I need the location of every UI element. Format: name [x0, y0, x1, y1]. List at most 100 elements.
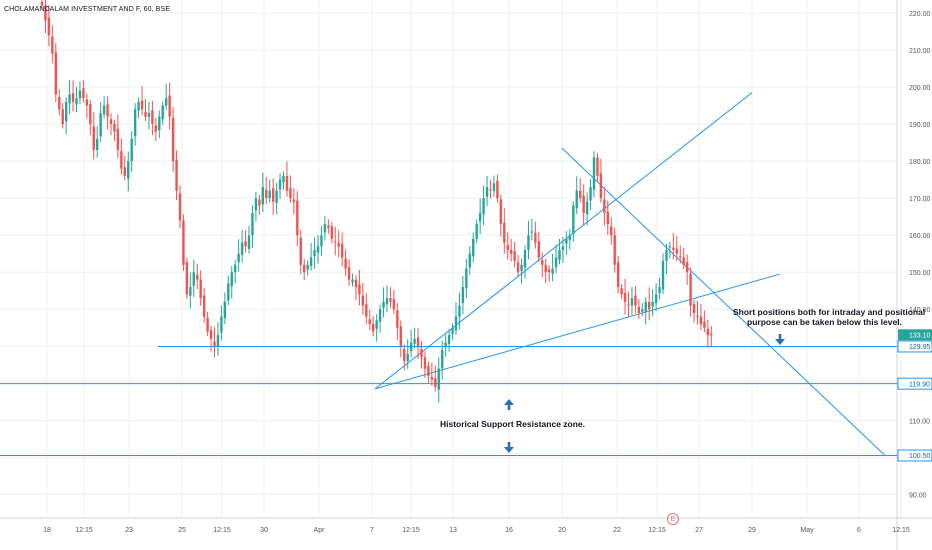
candle-body [140, 100, 144, 110]
candle-body [582, 195, 585, 213]
candle-body [575, 190, 578, 209]
candle-body [223, 301, 227, 318]
candle-body [85, 99, 89, 106]
time-axis[interactable]: 18 12:15 23 25 12:15 30 Apr 7 12:15 13 16 20 22 12:15… [43, 527, 910, 534]
x-tick-label: 6 [857, 527, 861, 534]
arrow-shaft [507, 442, 511, 448]
candle-body [206, 317, 209, 332]
x-tick-label: 25 [178, 527, 186, 534]
x-tick-label: 23 [125, 527, 133, 534]
candle-body [627, 304, 630, 306]
candle-body [623, 293, 627, 302]
candle-body [282, 175, 285, 183]
candle-body [216, 335, 220, 347]
candle-body [213, 341, 216, 347]
candle-body [154, 125, 158, 132]
y-tick-label: 90.00 [909, 492, 927, 499]
candle-body [396, 310, 399, 328]
candle-body [541, 259, 544, 265]
grid-lines [0, 0, 902, 518]
candle-body [337, 242, 340, 247]
y-tick-label: 150.00 [909, 270, 931, 277]
candle-body [679, 256, 682, 258]
arrow-shaft [778, 334, 782, 340]
x-tick-label: 20 [558, 527, 566, 534]
candle-body [347, 267, 351, 280]
candle-body [382, 301, 385, 308]
candle-body [444, 342, 447, 348]
candle-body [434, 378, 437, 388]
candle-body [572, 205, 575, 234]
price-level-labels: 129.95 119.90 100.50 133.10 [897, 329, 932, 462]
candle-body [71, 93, 75, 102]
candle-body [161, 105, 164, 120]
candle-body [316, 246, 320, 253]
candle-body [706, 329, 710, 336]
candle-body [565, 238, 568, 244]
arrow-head [504, 447, 514, 453]
candle-body [261, 187, 264, 205]
candle-body [127, 161, 130, 179]
candle-body [96, 138, 99, 151]
price-axis[interactable]: 90.00100.00110.00120.00130.00140.00150.0… [909, 11, 931, 499]
candle-body [144, 111, 147, 117]
price-label-text: 133.10 [909, 332, 931, 339]
x-tick-label: 12:15 [648, 527, 666, 534]
x-tick-label: 16 [505, 527, 513, 534]
arrow-shaft [507, 404, 511, 410]
candle-body [599, 173, 603, 199]
candle-body [603, 199, 606, 213]
candle-body [503, 222, 506, 243]
candle-body [620, 288, 623, 295]
candlesticks [40, 0, 713, 403]
candle-body [168, 95, 171, 117]
price-label-text: 100.50 [909, 453, 931, 460]
candle-body [413, 338, 416, 344]
candle-body [516, 262, 520, 273]
price-label-bg [897, 340, 932, 353]
chart-title: CHOLAMANDALAM INVESTMENT AND F, 60, BSE [4, 6, 170, 13]
x-tick-label: 27 [695, 527, 703, 534]
candle-body [489, 189, 492, 191]
candle-body [196, 274, 199, 280]
candle-body [658, 287, 661, 294]
candle-body [485, 187, 489, 197]
candle-body [54, 52, 57, 95]
candle-body [354, 279, 358, 288]
price-label-bg [897, 449, 932, 462]
candle-body [403, 348, 406, 362]
candle-body [375, 320, 378, 329]
candle-body [58, 97, 61, 110]
earnings-badge-icon[interactable]: E [667, 513, 679, 525]
annotation-arrows [504, 334, 785, 453]
candle-body [220, 316, 223, 333]
candle-body [113, 124, 116, 132]
candle-body [202, 295, 206, 317]
candle-body [365, 304, 368, 317]
candle-body [451, 327, 454, 334]
candle-body [385, 298, 389, 305]
candle-body [430, 377, 434, 380]
candle-body [506, 245, 509, 250]
candle-body [361, 295, 365, 306]
candle-body [478, 212, 482, 222]
candle-body [465, 268, 468, 289]
arrow-up-icon [504, 399, 514, 410]
trend-line [561, 147, 886, 456]
candle-body [358, 284, 361, 295]
candle-body [579, 190, 582, 199]
candle-body [544, 264, 547, 273]
candle-body [92, 126, 95, 151]
candle-body [265, 189, 268, 199]
candle-body [334, 241, 337, 243]
x-tick-label: 12:15 [892, 527, 910, 534]
candle-body [423, 357, 427, 369]
candle-body [102, 105, 106, 115]
x-tick-label: 12:15 [75, 527, 93, 534]
candle-body [137, 101, 140, 111]
candle-body [613, 235, 616, 265]
candle-body [285, 175, 289, 191]
x-tick-label: 29 [748, 527, 756, 534]
candle-body [82, 88, 85, 99]
